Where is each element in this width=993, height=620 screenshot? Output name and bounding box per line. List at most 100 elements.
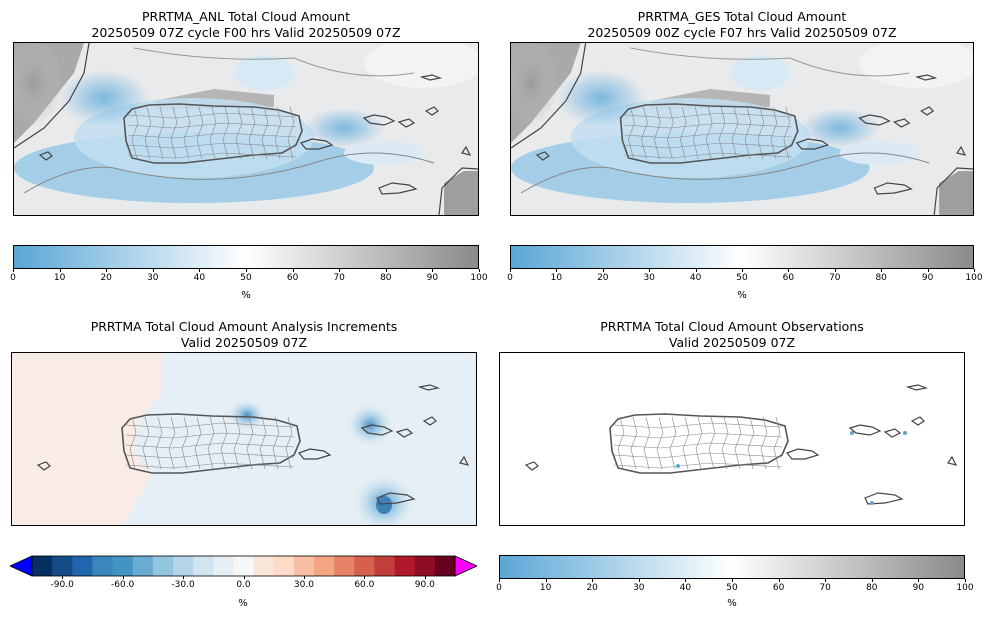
colorbar-tick-mark <box>871 579 873 582</box>
colorbar-tick-mark <box>556 269 558 272</box>
anl-colorbar <box>13 245 479 269</box>
cloud-region-mid <box>364 43 478 88</box>
island-outline <box>883 428 902 438</box>
anl-map <box>13 42 479 216</box>
colorbar-tick-label: 0.0 <box>236 580 251 590</box>
colorbar-tick-mark <box>499 579 500 582</box>
anl-colorbar-gradient <box>13 245 479 269</box>
coastline-puerto-rico <box>619 103 799 164</box>
colorbar-tick-mark <box>965 579 966 582</box>
island-outline <box>920 106 935 116</box>
inc-map <box>11 352 477 526</box>
colorbar-tick-mark <box>788 269 790 272</box>
colorbar-bin <box>72 556 93 576</box>
island-outline <box>360 424 394 436</box>
colorbar-tick-mark <box>881 269 883 272</box>
island-outline <box>395 428 414 438</box>
island-outline <box>956 145 967 156</box>
colorbar-tick-mark <box>685 579 687 582</box>
colorbar-bin <box>213 556 234 576</box>
island-outline <box>422 416 437 426</box>
island-outline <box>535 151 550 161</box>
island-outline <box>785 448 820 460</box>
ges-colorbar-gradient <box>510 245 974 269</box>
island-outline <box>297 448 332 460</box>
colorbar-tick-label: 0 <box>10 273 16 283</box>
colorbar-tick-mark <box>292 269 294 272</box>
colorbar-tick-label: 50 <box>240 273 252 283</box>
island-outline <box>419 74 443 81</box>
island-outline <box>524 461 539 471</box>
contour-line <box>933 167 973 215</box>
colorbar-tick-label: 80 <box>875 273 887 283</box>
ges-map-plot <box>511 43 973 215</box>
island-outline <box>910 416 925 426</box>
island-outline <box>915 74 938 81</box>
observation-point <box>676 464 680 468</box>
colorbar-tick-mark <box>385 269 387 272</box>
obs-map <box>499 352 965 526</box>
colorbar-tick-label: 80 <box>380 273 392 283</box>
inc-title: PRRTMA Total Cloud Amount Analysis Incre… <box>11 319 477 351</box>
clear-region <box>730 55 790 91</box>
ges-title-line1: PRRTMA_GES Total Cloud Amount <box>637 9 847 24</box>
colorbar-tick-mark <box>778 579 780 582</box>
colorbar-tick-mark <box>303 576 305 579</box>
island-outline <box>858 114 891 126</box>
island-outline <box>38 151 53 161</box>
island-outline <box>461 145 472 156</box>
island-outline <box>864 492 904 505</box>
colorbar-tick-label: 30 <box>633 583 645 593</box>
colorbar-tick-label: 60.0 <box>354 580 375 590</box>
coastline-puerto-rico <box>123 103 303 164</box>
colorbar-bin <box>52 556 73 576</box>
colorbar-tick-label: 40 <box>193 273 206 283</box>
anl-map-plot <box>14 43 478 215</box>
colorbar-tick-mark <box>183 576 185 579</box>
colorbar-tick-label: 100 <box>470 273 488 283</box>
colorbar-tick-mark <box>62 576 64 579</box>
colorbar-bin <box>293 556 315 576</box>
colorbar-bin <box>233 556 255 576</box>
colorbar-tick-label: 30 <box>147 273 159 283</box>
colorbar-tick-mark <box>424 576 426 579</box>
island-outline <box>362 114 396 126</box>
colorbar-tick-label: -90.0 <box>50 580 74 590</box>
colorbar-tick-mark <box>106 269 108 272</box>
colorbar-tick-mark <box>339 269 341 272</box>
ges-title-line2: 20250509 00Z cycle F07 hrs Valid 2025050… <box>587 25 897 40</box>
colorbar-tick-label: 10 <box>539 583 552 593</box>
colorbar-tick-label: 90 <box>912 583 925 593</box>
contour-line <box>511 43 587 149</box>
colorbar-extend-low <box>10 555 33 577</box>
colorbar-tick-mark <box>927 269 929 272</box>
colorbar-bin <box>173 556 194 576</box>
clear-region <box>555 70 646 126</box>
anl-title: PRRTMA_ANL Total Cloud Amount 20250509 0… <box>13 9 479 41</box>
colorbar-bin <box>32 556 53 576</box>
colorbar-tick-mark <box>13 269 14 272</box>
colorbar-tick-label: 70 <box>819 583 831 593</box>
ges-map <box>510 42 974 216</box>
increment-region-negative <box>227 399 267 431</box>
anl-colorbar-unit: % <box>241 290 251 301</box>
contour-line <box>23 152 435 194</box>
observation-background <box>500 353 964 525</box>
clear-region <box>234 55 294 91</box>
colorbar-bin <box>374 556 396 576</box>
obs-title-line1: PRRTMA Total Cloud Amount Observations <box>600 319 864 334</box>
colorbar-tick-label: 40 <box>689 273 702 283</box>
island-outline <box>795 138 830 150</box>
colorbar-tick-mark <box>974 269 975 272</box>
colorbar-bin <box>132 556 154 576</box>
colorbar-tick-mark <box>602 269 604 272</box>
colorbar-tick-mark <box>59 269 61 272</box>
cloud-region-high <box>14 43 64 128</box>
colorbar-tick-label: 40 <box>679 583 692 593</box>
colorbar-bin <box>273 556 295 576</box>
cloud-region-high <box>444 171 478 215</box>
colorbar-tick-label: 30.0 <box>293 580 314 590</box>
colorbar-tick-mark <box>918 579 920 582</box>
contour-line <box>438 167 478 215</box>
colorbar-bin <box>253 556 275 576</box>
